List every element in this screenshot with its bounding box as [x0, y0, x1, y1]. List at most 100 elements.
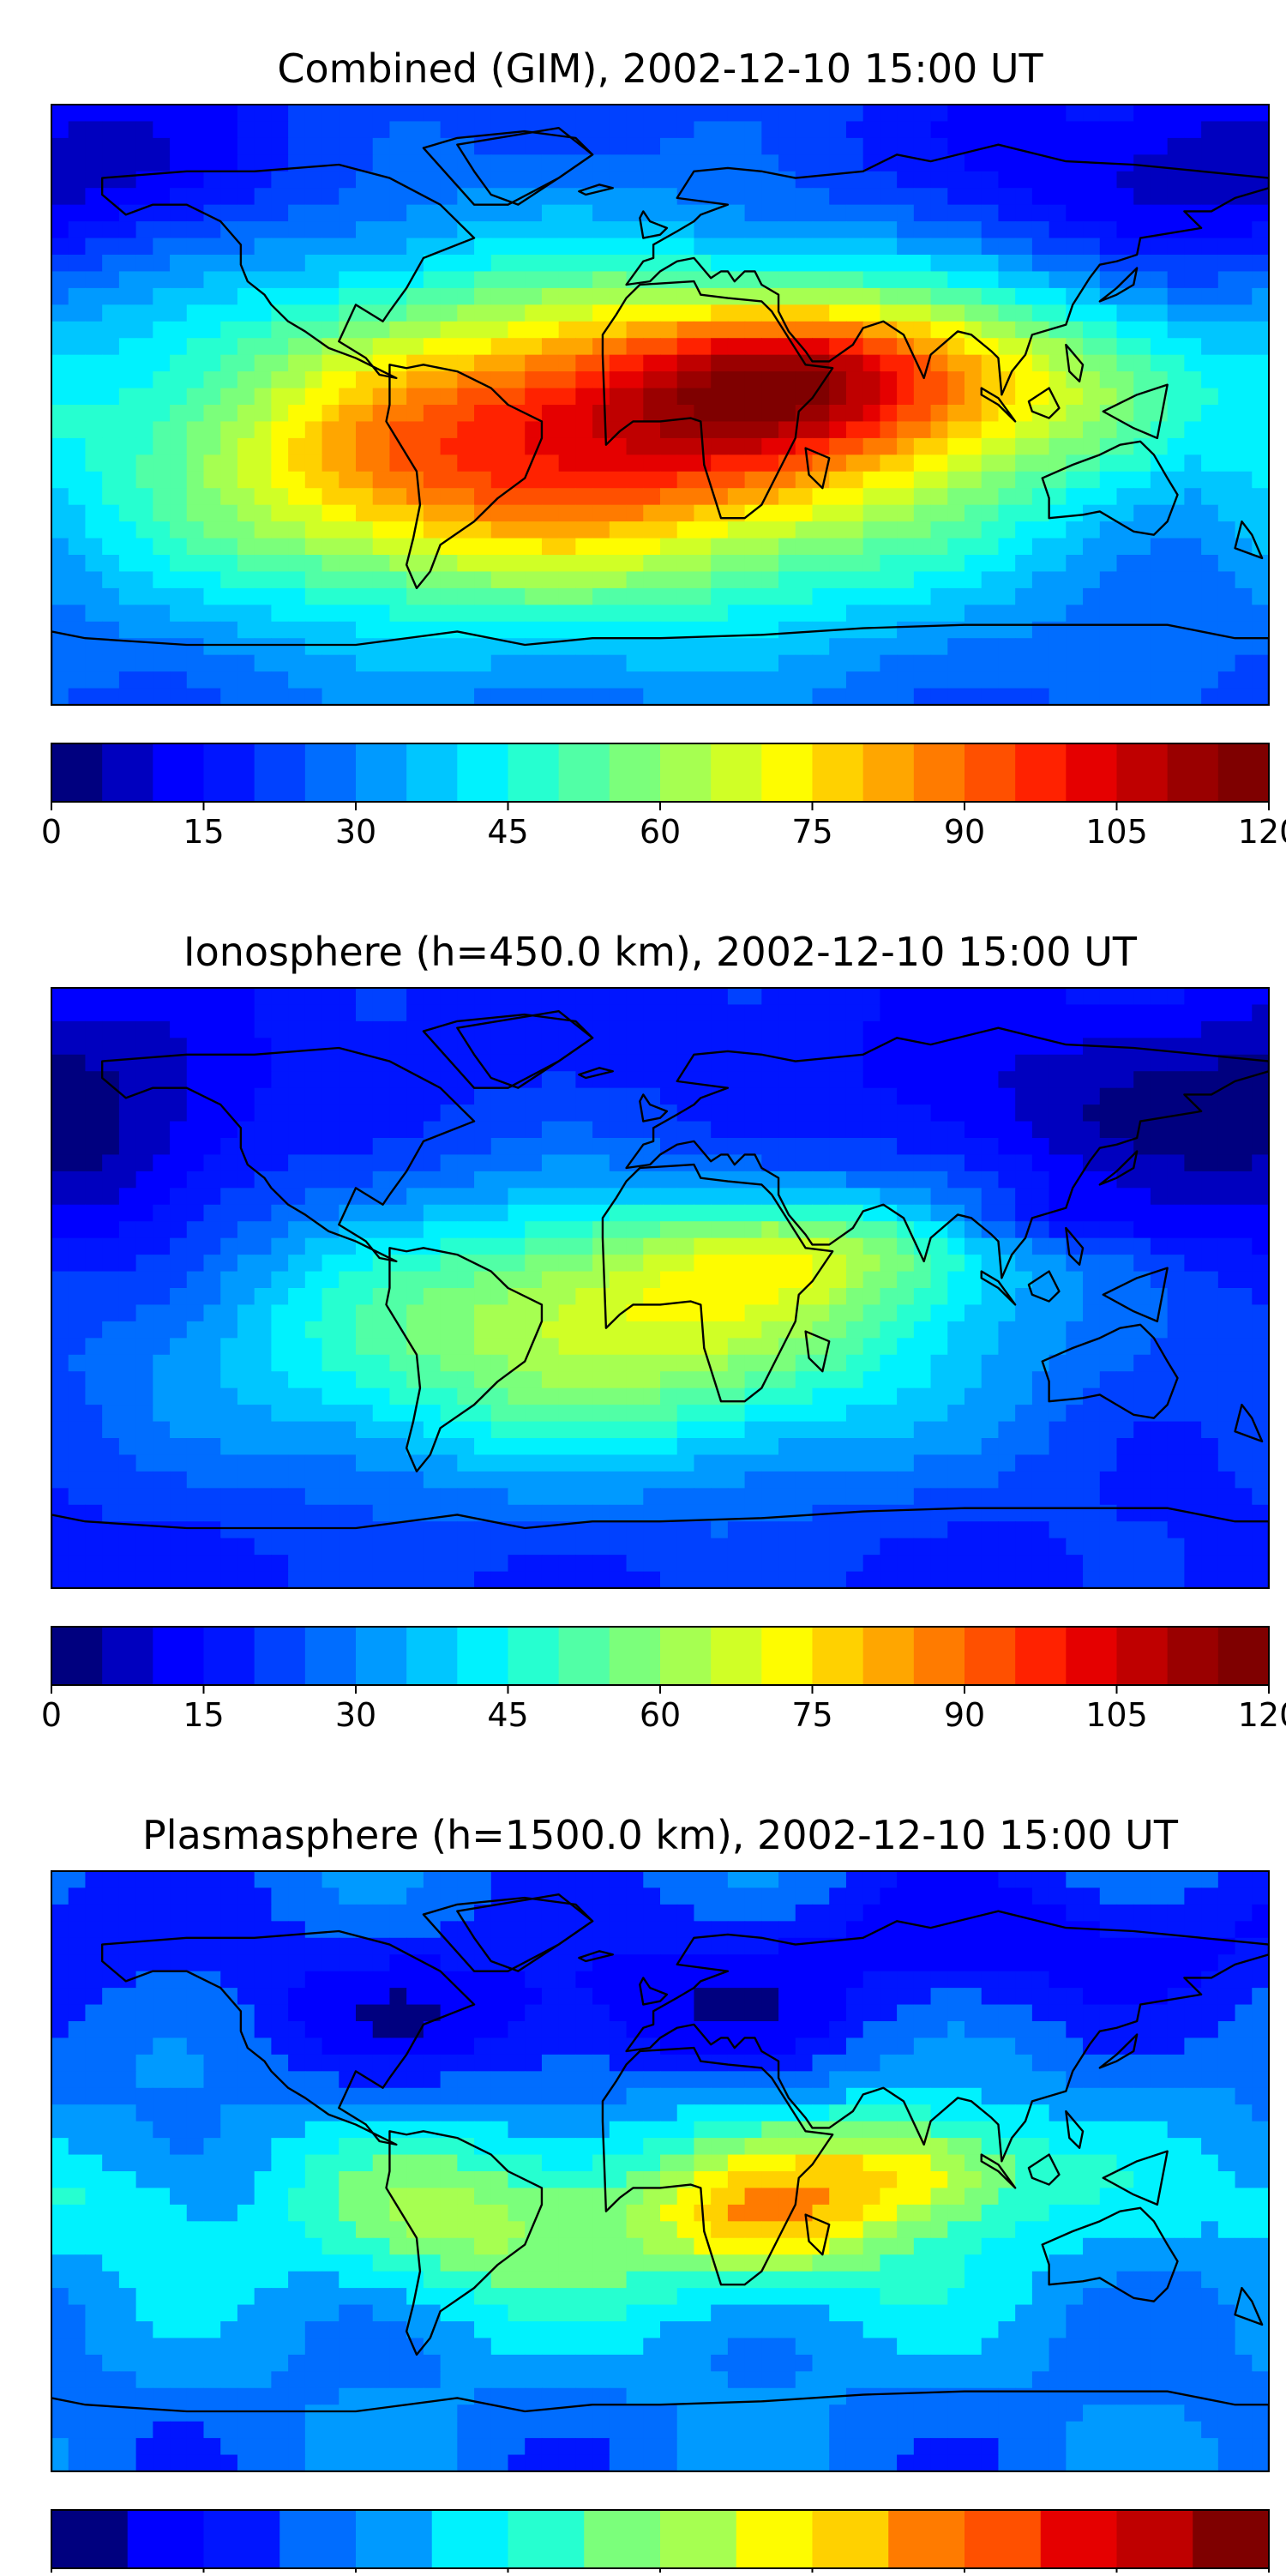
field-cell: [880, 1088, 897, 1105]
field-cell: [1117, 172, 1134, 189]
field-cell: [69, 555, 86, 572]
field-cell: [660, 1355, 677, 1372]
field-cell: [796, 1104, 813, 1122]
field-cell: [880, 1138, 897, 1155]
field-cell: [1100, 1154, 1117, 1171]
field-cell: [204, 571, 221, 588]
field-cell: [69, 438, 86, 455]
field-cell: [897, 1472, 914, 1489]
field-cell: [1235, 555, 1253, 572]
field-cell: [85, 505, 102, 522]
field-cell: [1049, 188, 1067, 205]
field-cell: [964, 421, 982, 438]
field-cell: [897, 438, 914, 455]
field-cell: [356, 1521, 373, 1538]
field-cell: [813, 1088, 830, 1105]
field-cell: [305, 1255, 322, 1272]
field-cell: [1100, 1104, 1117, 1122]
field-cell: [339, 121, 356, 138]
field-cell: [1168, 338, 1185, 355]
field-cell: [1235, 371, 1253, 388]
field-cell: [1168, 255, 1185, 272]
field-cell: [660, 1321, 677, 1339]
field-cell: [339, 1505, 356, 1522]
field-cell: [508, 1472, 526, 1489]
field-cell: [728, 371, 745, 388]
field-cell: [559, 105, 576, 122]
field-cell: [373, 1138, 390, 1155]
field-cell: [863, 172, 880, 189]
field-cell: [136, 454, 153, 472]
field-cell: [1100, 588, 1117, 605]
field-cell: [660, 1405, 677, 1422]
field-cell: [846, 238, 863, 256]
field-cell: [491, 1304, 508, 1321]
field-cell: [1117, 671, 1134, 689]
field-cell: [1066, 205, 1083, 222]
field-cell: [136, 1488, 153, 1505]
field-cell: [1218, 1205, 1235, 1222]
field-cell: [305, 488, 322, 505]
field-cell: [660, 472, 677, 489]
field-cell: [1201, 1205, 1218, 1222]
field-cell: [761, 454, 778, 472]
field-cell: [305, 1171, 322, 1189]
field-cell: [745, 605, 762, 622]
field-cell: [914, 588, 931, 605]
field-cell: [863, 405, 880, 422]
field-cell: [592, 388, 610, 406]
field-cell: [592, 255, 610, 272]
field-cell: [1117, 338, 1134, 355]
field-cell: [728, 288, 745, 305]
field-cell: [1218, 1405, 1235, 1422]
field-cell: [474, 655, 491, 672]
field-cell: [102, 1205, 119, 1222]
field-cell: [153, 1288, 170, 1305]
field-cell: [322, 588, 340, 605]
field-cell: [542, 1388, 559, 1405]
field-cell: [1184, 1321, 1201, 1339]
field-cell: [914, 1138, 931, 1155]
field-cell: [542, 622, 559, 639]
field-cell: [880, 1238, 897, 1255]
field-cell: [914, 271, 931, 288]
field-cell: [389, 154, 406, 172]
field-cell: [102, 1154, 119, 1171]
field-cell: [1066, 1205, 1083, 1222]
field-cell: [1252, 105, 1269, 122]
field-cell: [1184, 505, 1201, 522]
field-cell: [153, 1472, 170, 1489]
field-cell: [643, 421, 660, 438]
field-cell: [1066, 1371, 1083, 1388]
field-cell: [271, 1088, 288, 1105]
field-cell: [761, 1138, 778, 1155]
field-cell: [1151, 1004, 1168, 1021]
field-cell: [761, 689, 778, 706]
field-cell: [220, 1438, 237, 1455]
field-cell: [508, 605, 526, 622]
field-cell: [441, 1288, 458, 1305]
field-cell: [592, 1122, 610, 1139]
field-cell: [575, 238, 592, 256]
field-cell: [796, 255, 813, 272]
field-cell: [356, 588, 373, 605]
field-cell: [627, 988, 644, 1005]
field-cell: [982, 221, 999, 238]
field-cell: [406, 105, 424, 122]
field-cell: [424, 472, 441, 489]
field-cell: [880, 438, 897, 455]
field-cell: [85, 1272, 102, 1289]
field-cell: [170, 988, 187, 1005]
field-cell: [1100, 472, 1117, 489]
field-cell: [627, 138, 644, 155]
field-cell: [1252, 1405, 1269, 1422]
field-cell: [863, 205, 880, 222]
field-cell: [508, 1021, 526, 1038]
field-cell: [728, 138, 745, 155]
field-cell: [153, 1321, 170, 1339]
field-cell: [1117, 1454, 1134, 1472]
field-cell: [288, 1304, 305, 1321]
field-cell: [880, 421, 897, 438]
field-cell: [745, 1304, 762, 1321]
field-cell: [1168, 1488, 1185, 1505]
